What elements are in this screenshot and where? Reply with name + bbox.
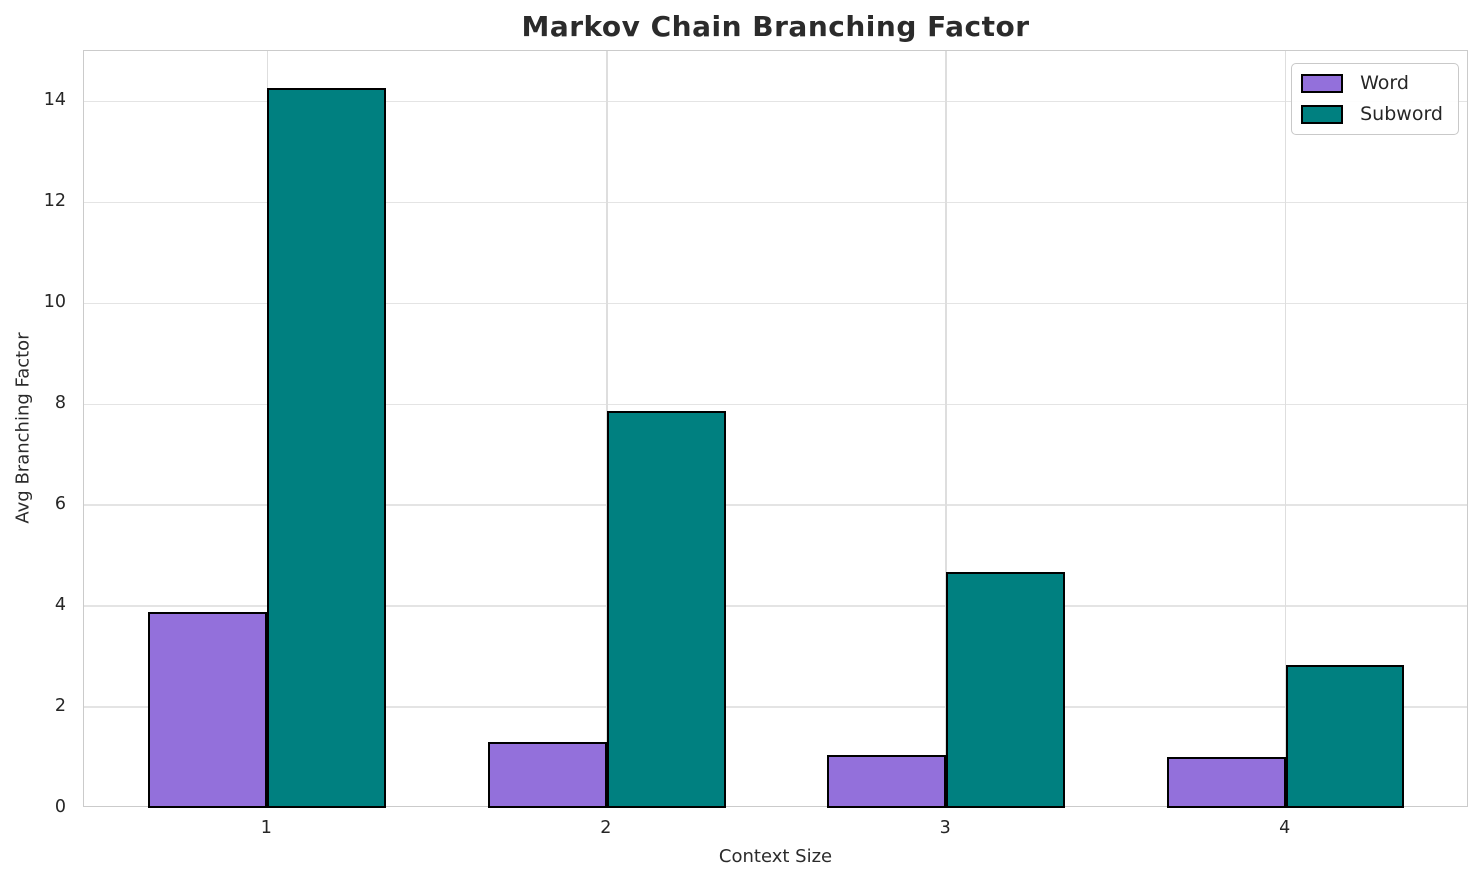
y-tick-label: 0 (54, 797, 66, 817)
legend: Word Subword (1291, 63, 1459, 135)
legend-item-subword: Subword (1301, 103, 1443, 126)
gridline-v (945, 51, 947, 806)
x-tick-label: 4 (1279, 818, 1291, 838)
gridline-h (84, 100, 1467, 103)
gridline-h (84, 302, 1467, 305)
bar-word-context-1 (148, 611, 268, 808)
y-tick-label: 6 (54, 494, 66, 515)
bar-subword-context-3 (946, 572, 1066, 808)
gridline-v (1284, 51, 1287, 806)
gridline-h (84, 706, 1467, 708)
legend-swatch-subword (1301, 105, 1344, 124)
legend-swatch-word (1301, 74, 1344, 93)
legend-label: Word (1360, 72, 1409, 94)
x-tick-label: 1 (260, 818, 272, 838)
gridline-h (84, 403, 1467, 406)
x-tick-label: 2 (600, 818, 612, 838)
bar-word-context-4 (1166, 757, 1286, 808)
legend-label: Subword (1360, 103, 1443, 125)
chart-title: Markov Chain Branching Factor (521, 10, 1030, 43)
bar-word-context-2 (487, 741, 607, 808)
x-tick-label: 3 (939, 818, 951, 838)
y-tick-label: 8 (54, 393, 66, 414)
plot-area: Word Subword (83, 50, 1468, 808)
y-tick-label: 12 (43, 191, 66, 212)
legend-item-word: Word (1301, 72, 1443, 95)
y-tick-label: 2 (54, 696, 66, 717)
bar-subword-context-4 (1285, 665, 1405, 808)
gridline-h (84, 201, 1467, 204)
x-axis-label: Context Size (718, 846, 833, 867)
bar-word-context-3 (827, 755, 947, 808)
gridline-h (84, 605, 1467, 607)
bar-subword-context-2 (606, 411, 726, 808)
y-tick-label: 4 (54, 595, 66, 616)
y-tick-label: 10 (43, 292, 66, 313)
bar-subword-context-1 (267, 87, 387, 808)
y-tick-label: 14 (43, 90, 66, 111)
gridline-h (84, 504, 1467, 506)
